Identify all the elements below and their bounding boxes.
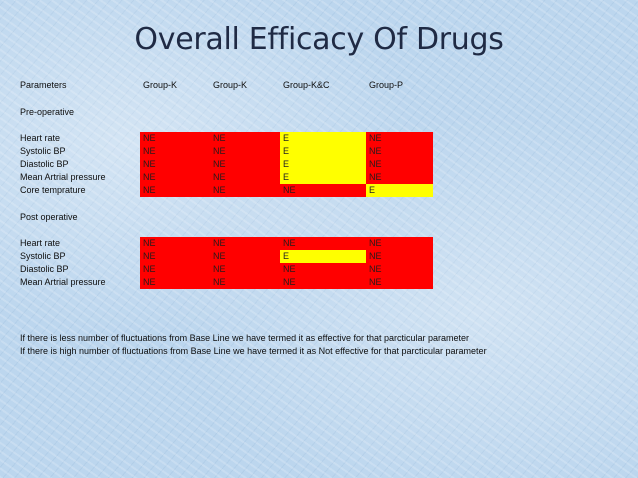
section-post: Post operative bbox=[0, 211, 638, 224]
section-label: Pre-operative bbox=[20, 107, 75, 117]
result-cell: NE bbox=[366, 145, 433, 158]
table-row: Heart rate NE NE NE NE bbox=[0, 237, 638, 250]
table-row: Diastolic BP NE NE NE NE bbox=[0, 263, 638, 276]
result-cell: NE bbox=[280, 276, 366, 289]
table-row: Mean Artrial pressure NE NE NE NE bbox=[0, 276, 638, 289]
header-col1: Group-K bbox=[143, 80, 178, 90]
header-col4: Group-P bbox=[369, 80, 404, 90]
result-cell: E bbox=[280, 171, 366, 184]
result-cell: E bbox=[280, 145, 366, 158]
result-cell: NE bbox=[366, 132, 433, 145]
row-label: Systolic BP bbox=[20, 251, 66, 261]
header-parameters: Parameters bbox=[20, 80, 67, 90]
result-cell: E bbox=[366, 184, 433, 197]
row-label: Diastolic BP bbox=[20, 159, 69, 169]
result-cell: NE bbox=[140, 145, 210, 158]
result-cell: NE bbox=[210, 132, 280, 145]
slide-title: Overall Efficacy Of Drugs bbox=[134, 22, 504, 57]
row-label: Mean Artrial pressure bbox=[20, 277, 106, 287]
section-pre: Pre-operative bbox=[0, 106, 638, 119]
result-cell: NE bbox=[140, 276, 210, 289]
result-cell: NE bbox=[280, 237, 366, 250]
result-cell: NE bbox=[210, 263, 280, 276]
table-row: Mean Artrial pressure NE NE E NE bbox=[0, 171, 638, 184]
result-cell: NE bbox=[140, 250, 210, 263]
row-label: Systolic BP bbox=[20, 146, 66, 156]
footnote-effective: If there is less number of fluctuations … bbox=[20, 333, 470, 343]
result-cell: NE bbox=[366, 171, 433, 184]
result-cell: NE bbox=[210, 276, 280, 289]
result-cell: NE bbox=[366, 158, 433, 171]
row-label: Diastolic BP bbox=[20, 264, 69, 274]
row-label: Heart rate bbox=[20, 133, 61, 143]
result-cell: NE bbox=[210, 145, 280, 158]
result-cell: NE bbox=[280, 263, 366, 276]
result-cell: NE bbox=[280, 184, 366, 197]
table-row: Systolic BP NE NE E NE bbox=[0, 145, 638, 158]
header-col3: Group-K&C bbox=[283, 80, 330, 90]
result-cell: NE bbox=[366, 250, 433, 263]
row-label: Mean Artrial pressure bbox=[20, 172, 106, 182]
result-cell: NE bbox=[140, 132, 210, 145]
table-row: Diastolic BP NE NE E NE bbox=[0, 158, 638, 171]
row-label: Core temprature bbox=[20, 185, 86, 195]
result-cell: E bbox=[280, 158, 366, 171]
header-col2: Group-K bbox=[213, 80, 248, 90]
result-cell: NE bbox=[210, 184, 280, 197]
result-cell: E bbox=[280, 132, 366, 145]
result-cell: NE bbox=[140, 158, 210, 171]
result-cell: NE bbox=[210, 158, 280, 171]
table-row: Heart rate NE NE E NE bbox=[0, 132, 638, 145]
result-cell: NE bbox=[210, 171, 280, 184]
result-cell: NE bbox=[140, 184, 210, 197]
result-cell: NE bbox=[210, 250, 280, 263]
result-cell: E bbox=[280, 250, 366, 263]
table-row: Systolic BP NE NE E NE bbox=[0, 250, 638, 263]
table-row: Core temprature NE NE NE E bbox=[0, 184, 638, 197]
result-cell: NE bbox=[210, 237, 280, 250]
table-header: Parameters Group-K Group-K Group-K&C Gro… bbox=[0, 79, 638, 92]
result-cell: NE bbox=[140, 237, 210, 250]
section-label: Post operative bbox=[20, 212, 78, 222]
result-cell: NE bbox=[140, 171, 210, 184]
result-cell: NE bbox=[366, 276, 433, 289]
footnote-not-effective: If there is high number of fluctuations … bbox=[20, 346, 487, 356]
row-label: Heart rate bbox=[20, 238, 61, 248]
result-cell: NE bbox=[366, 263, 433, 276]
result-cell: NE bbox=[140, 263, 210, 276]
result-cell: NE bbox=[366, 237, 433, 250]
